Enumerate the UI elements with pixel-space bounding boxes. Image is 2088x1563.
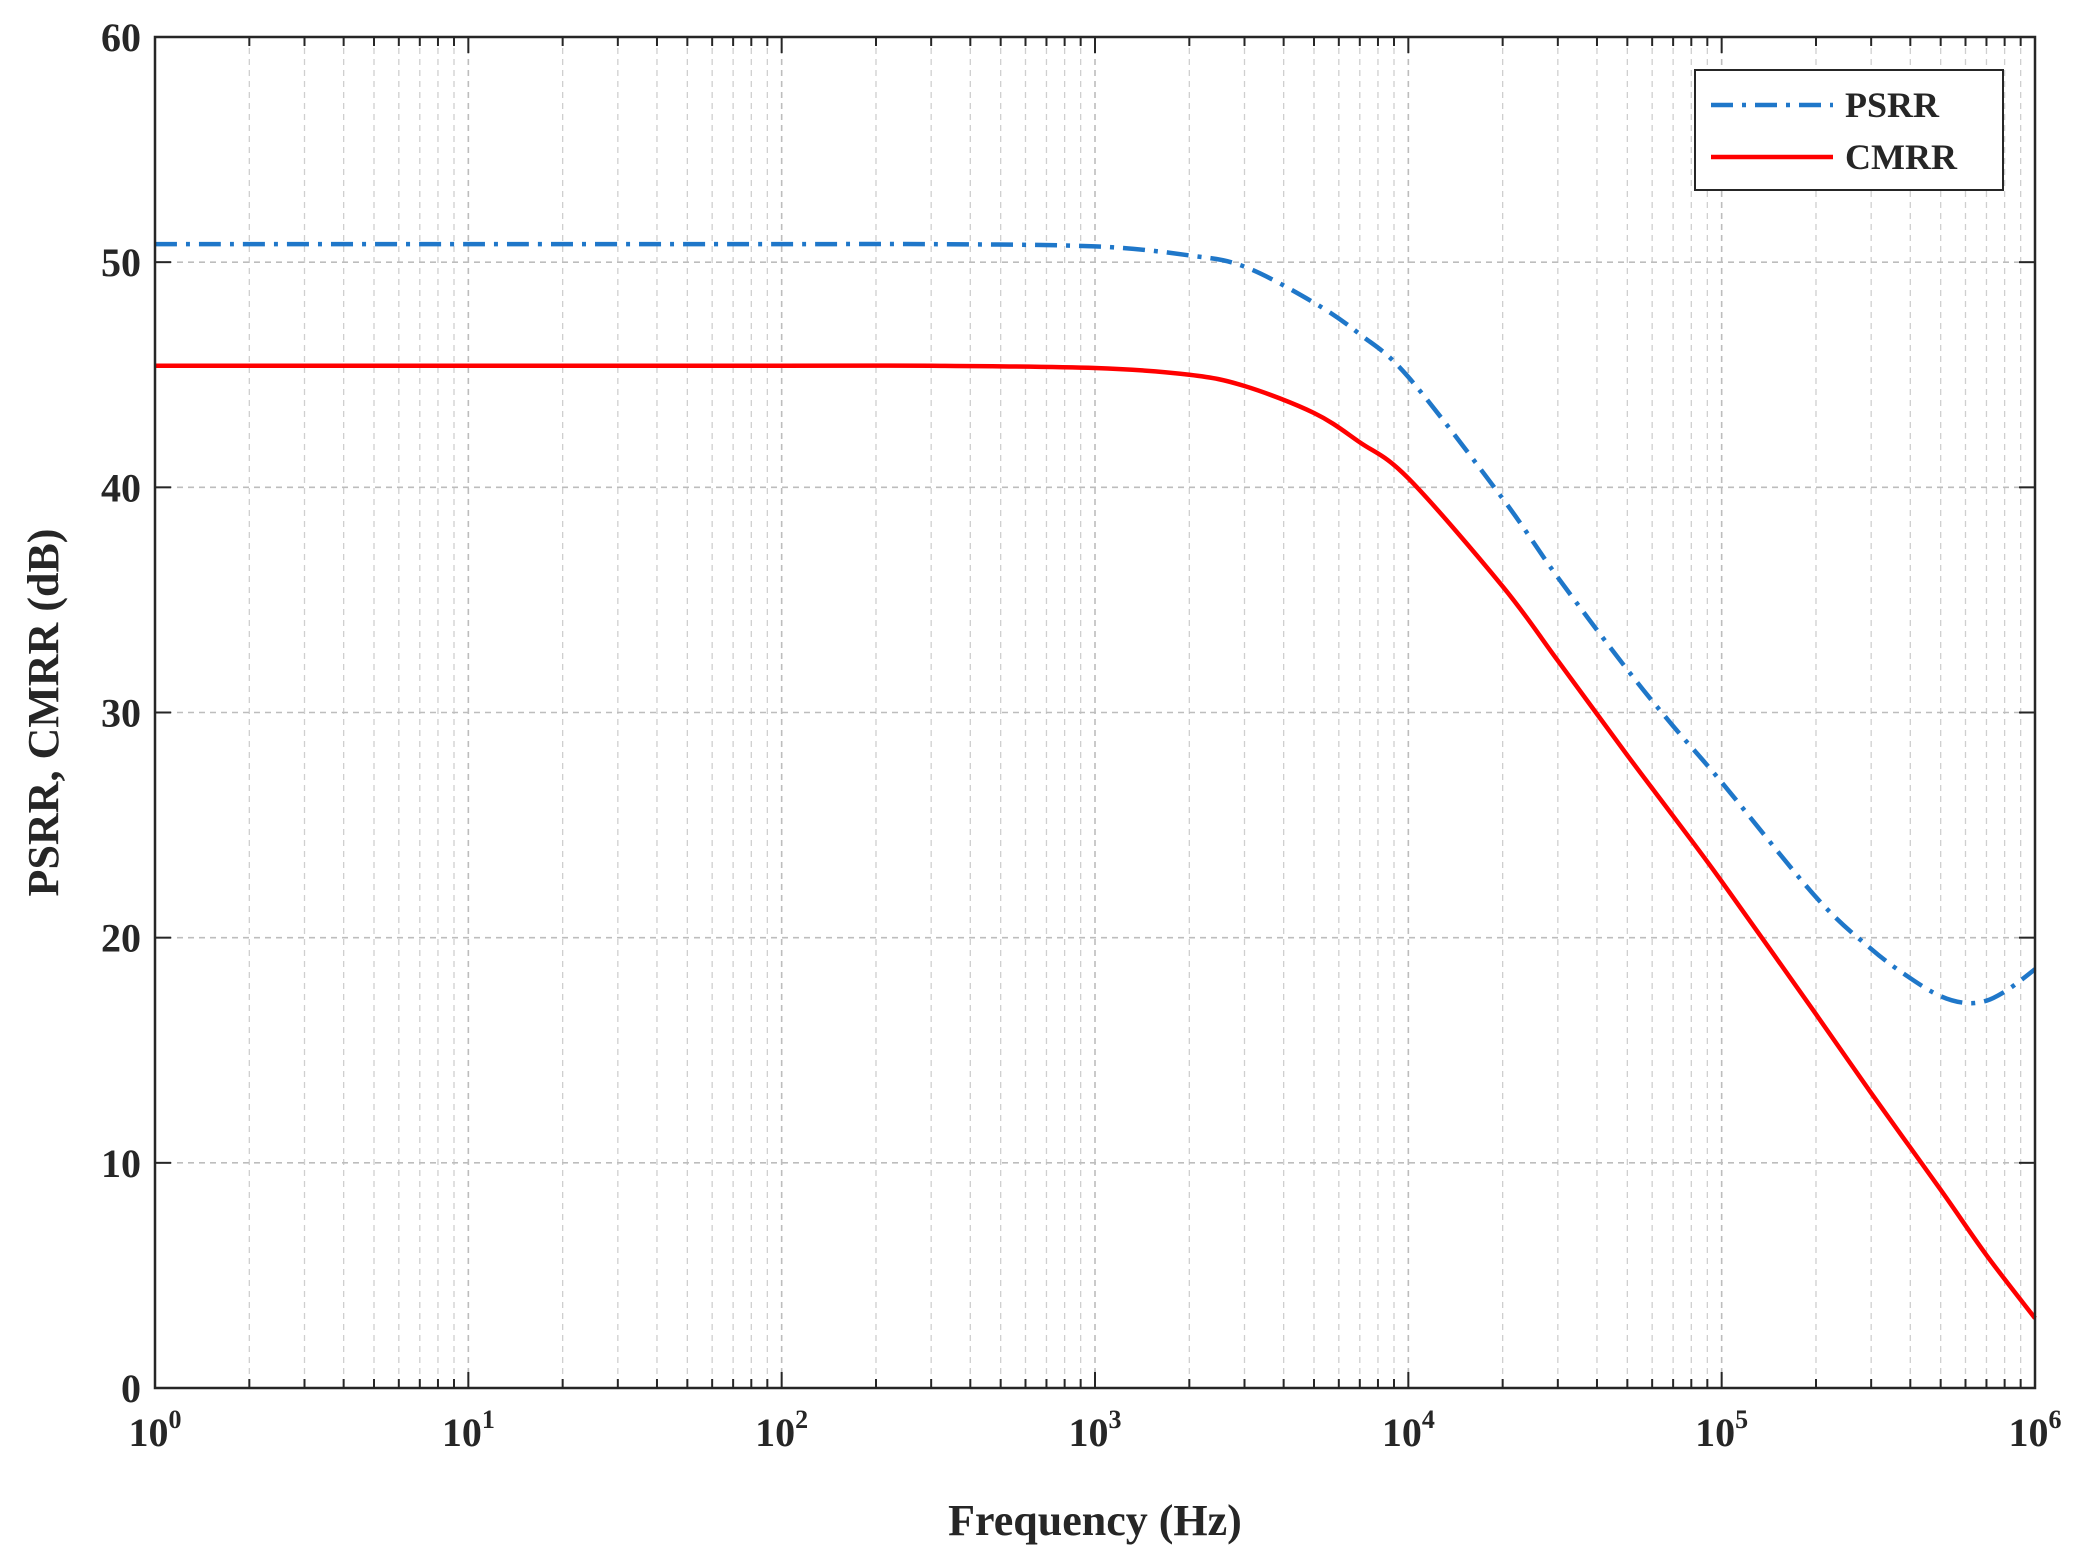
y-tick-label: 10 — [101, 1141, 141, 1186]
x-tick-label-base: 10 — [2009, 1410, 2049, 1455]
x-tick-label: 101 — [442, 1405, 495, 1455]
x-tick-label-exponent: 3 — [1109, 1405, 1122, 1434]
y-tick-label: 20 — [101, 916, 141, 961]
legend-label-psrr: PSRR — [1845, 85, 1940, 125]
x-tick-label: 102 — [755, 1405, 808, 1455]
x-tick-label-base: 10 — [1069, 1410, 1109, 1455]
series-layer — [154, 241, 2037, 1320]
x-tick-label-exponent: 0 — [169, 1405, 182, 1434]
y-tick-label: 50 — [101, 240, 141, 285]
x-tick-label-exponent: 5 — [1735, 1405, 1748, 1434]
x-tick-label-exponent: 1 — [482, 1405, 495, 1434]
x-tick-label-base: 10 — [755, 1410, 795, 1455]
x-tick-label-exponent: 6 — [2049, 1405, 2062, 1434]
x-tick-label-base: 10 — [1382, 1410, 1422, 1455]
x-tick-label-base: 10 — [1695, 1410, 1735, 1455]
x-tick-label: 100 — [129, 1405, 182, 1455]
grid — [155, 37, 2035, 1388]
x-axis-title: Frequency (Hz) — [948, 1496, 1242, 1545]
series-line-cmrr — [154, 363, 2037, 1320]
x-tick-label-exponent: 2 — [795, 1405, 808, 1434]
x-tick-label: 106 — [2009, 1405, 2062, 1455]
y-tick-label: 0 — [121, 1366, 141, 1411]
x-tick-label-exponent: 4 — [1422, 1405, 1435, 1434]
x-tick-label-base: 10 — [442, 1410, 482, 1455]
x-tick-label: 103 — [1069, 1405, 1122, 1455]
legend-box — [1694, 69, 2004, 191]
x-tick-label-base: 10 — [129, 1410, 169, 1455]
x-tick-label: 105 — [1695, 1405, 1748, 1455]
x-tick-label: 104 — [1382, 1405, 1435, 1455]
ticks — [155, 36, 2035, 1389]
series-line-psrr — [154, 241, 2037, 1006]
legend-label-cmrr: CMRR — [1845, 137, 1958, 177]
y-tick-label: 30 — [101, 691, 141, 736]
y-tick-label: 60 — [101, 15, 141, 60]
y-axis-title: PSRR, CMRR (dB) — [19, 529, 68, 897]
y-tick-label: 40 — [101, 465, 141, 510]
legend: PSRR CMRR — [1694, 69, 2004, 191]
